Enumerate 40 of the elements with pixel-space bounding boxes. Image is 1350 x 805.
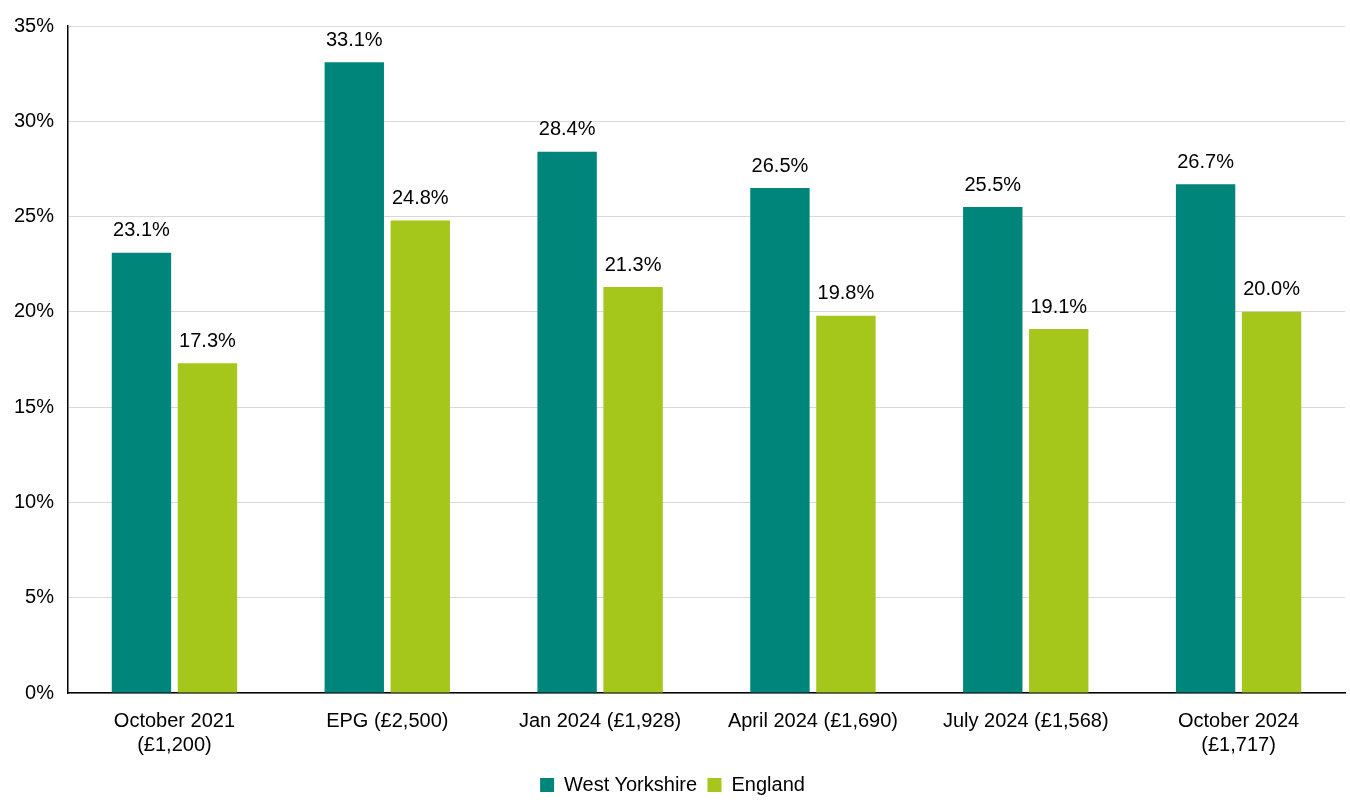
- x-tick-label: July 2024 (£1,568): [942, 708, 1109, 731]
- bar: [603, 287, 663, 693]
- legend-label: England: [731, 772, 805, 795]
- bar: [750, 187, 810, 693]
- data-label: 20.0%: [1243, 277, 1301, 300]
- data-label: 25.5%: [964, 172, 1022, 195]
- data-label: 24.8%: [391, 185, 449, 208]
- y-tick-label: 35%: [14, 13, 55, 36]
- data-label: 21.3%: [604, 252, 662, 275]
- data-label: 33.1%: [325, 27, 383, 50]
- bar: [390, 220, 450, 693]
- data-label: 19.1%: [1030, 294, 1088, 317]
- bar: [1029, 329, 1089, 693]
- data-label: 28.4%: [538, 117, 596, 140]
- y-tick-label: 25%: [14, 204, 55, 227]
- bar: [537, 151, 597, 693]
- y-tick-label: 30%: [14, 108, 55, 131]
- y-tick-label: 20%: [14, 299, 55, 322]
- bar: [1241, 311, 1302, 693]
- legend-label: West Yorkshire: [564, 772, 698, 795]
- y-tick-label: 5%: [25, 585, 55, 608]
- x-tick-label: Jan 2024 (£1,928): [518, 708, 682, 731]
- bar: [324, 62, 384, 693]
- data-label: 17.3%: [179, 328, 236, 351]
- y-tick-label: 0%: [25, 680, 55, 703]
- data-label: 26.5%: [751, 153, 809, 176]
- x-tick-label: EPG (£2,500): [326, 708, 449, 731]
- bar: [177, 363, 238, 693]
- bar: [963, 207, 1023, 693]
- y-tick-label: 15%: [14, 394, 55, 417]
- bar: [1175, 184, 1236, 693]
- bar: [816, 315, 876, 693]
- x-tick-label: April 2024 (£1,690): [727, 708, 898, 731]
- data-label: 26.7%: [1177, 149, 1235, 172]
- data-label: 23.1%: [113, 218, 171, 241]
- bar: [111, 252, 172, 693]
- data-label: 19.8%: [817, 281, 875, 304]
- x-tick-label: October 2024 (£1,717): [1177, 708, 1300, 755]
- x-tick-label: October 2021 (£1,200): [113, 708, 236, 755]
- y-tick-label: 10%: [14, 489, 55, 512]
